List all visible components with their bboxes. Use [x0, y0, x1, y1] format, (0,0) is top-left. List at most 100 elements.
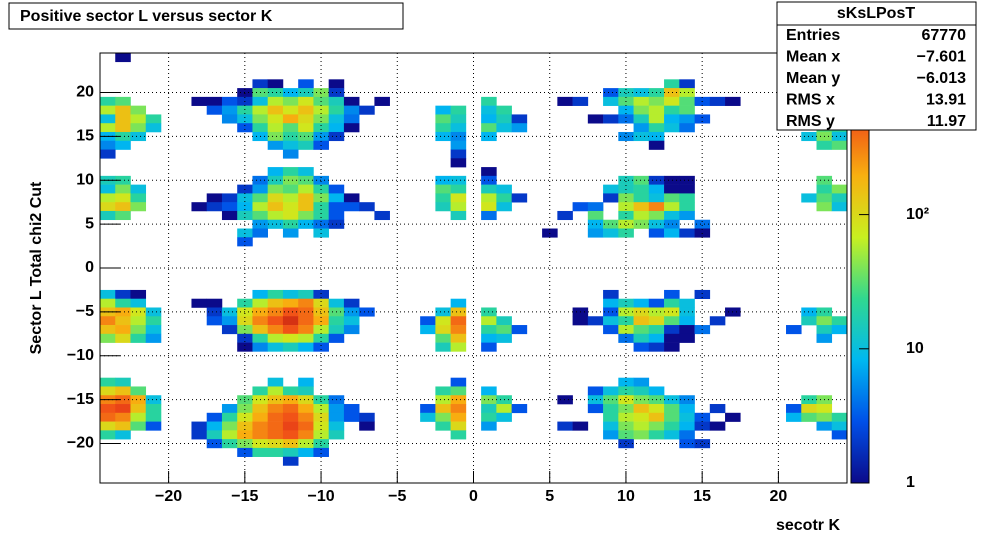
cell	[648, 404, 665, 414]
cell	[115, 298, 131, 308]
cell	[298, 342, 314, 352]
cell	[115, 202, 131, 212]
cell	[206, 307, 223, 317]
cell	[298, 395, 314, 405]
cell	[267, 167, 284, 177]
cell	[282, 395, 299, 405]
cell	[664, 298, 680, 308]
cell	[664, 289, 680, 300]
cell	[435, 421, 451, 431]
cell	[831, 412, 848, 422]
cell	[603, 88, 619, 98]
cell	[435, 193, 451, 203]
x-tick-label: 20	[769, 488, 787, 505]
cell	[481, 167, 497, 177]
cell	[633, 395, 650, 405]
cell	[100, 333, 116, 343]
cell	[786, 412, 802, 422]
cell	[298, 184, 314, 194]
cell	[618, 131, 634, 142]
cell	[115, 193, 131, 203]
cell	[267, 175, 284, 185]
cell	[557, 395, 573, 405]
cell	[282, 386, 299, 396]
cell	[237, 105, 253, 115]
cell	[435, 316, 451, 326]
cell	[221, 316, 238, 326]
cell	[587, 114, 604, 124]
cell	[496, 184, 512, 194]
y-tick-label: 20	[76, 84, 94, 101]
cell	[206, 421, 223, 431]
cell	[100, 149, 116, 159]
cell	[313, 175, 329, 185]
cell	[618, 202, 634, 212]
cell	[100, 386, 116, 396]
cell	[237, 447, 253, 457]
cell	[801, 412, 817, 422]
cell	[252, 298, 268, 308]
cell	[100, 140, 116, 150]
cell	[450, 298, 467, 308]
cell	[450, 430, 467, 440]
chart-title: Positive sector L versus sector K	[20, 8, 273, 25]
cell	[343, 316, 360, 326]
cell	[831, 184, 848, 194]
cell	[267, 193, 284, 203]
cell	[618, 219, 634, 229]
cell	[450, 175, 467, 185]
cell	[664, 325, 680, 335]
cell	[191, 202, 208, 212]
cell	[252, 333, 268, 343]
cell	[221, 96, 238, 106]
cell	[572, 202, 589, 212]
cell	[633, 193, 650, 203]
cell	[603, 421, 619, 431]
cell	[282, 210, 299, 221]
cell	[496, 105, 512, 115]
cell	[679, 404, 695, 414]
cell	[801, 404, 817, 414]
cell	[206, 412, 223, 422]
cell	[496, 202, 512, 212]
cell	[313, 439, 329, 449]
cell	[679, 79, 695, 89]
cell	[298, 404, 314, 414]
cell	[694, 439, 711, 449]
cell	[115, 421, 131, 431]
cell	[267, 377, 284, 387]
cell	[130, 404, 147, 414]
cell	[664, 342, 680, 352]
cell	[298, 88, 314, 98]
cell	[343, 412, 360, 422]
cell	[648, 298, 665, 308]
cell	[282, 167, 299, 177]
cell	[816, 140, 833, 150]
cell	[435, 386, 451, 396]
cell	[709, 404, 726, 414]
cell	[801, 193, 817, 203]
cell	[145, 325, 162, 335]
cell	[618, 386, 634, 396]
cell	[130, 421, 147, 431]
cell	[603, 395, 619, 405]
cell	[221, 421, 238, 431]
cell	[130, 395, 147, 405]
cell	[328, 412, 345, 422]
cell	[435, 123, 451, 133]
cell	[282, 298, 299, 308]
cell	[100, 289, 116, 300]
cell	[100, 193, 116, 203]
cell	[100, 325, 116, 335]
cell	[633, 88, 650, 98]
cell	[603, 386, 619, 396]
cell	[618, 404, 634, 414]
cell	[267, 395, 284, 405]
cell	[664, 184, 680, 194]
cell	[435, 333, 451, 343]
cell	[435, 325, 451, 335]
cell	[100, 210, 116, 221]
cell	[313, 307, 329, 317]
cell	[679, 307, 695, 317]
cell	[450, 131, 467, 142]
